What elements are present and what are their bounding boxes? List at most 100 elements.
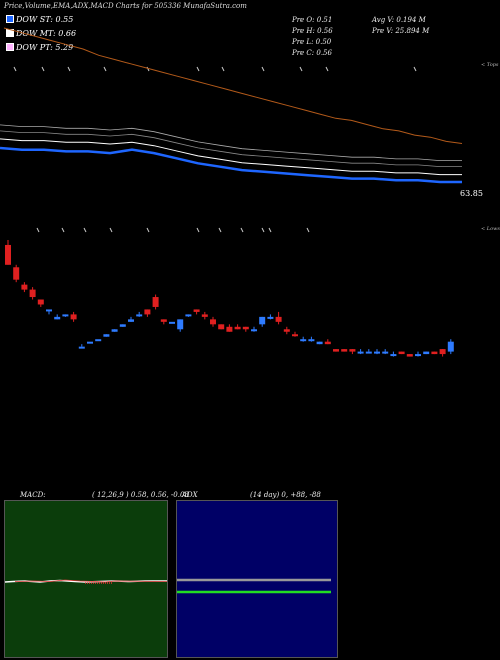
- candle-body: [119, 324, 126, 327]
- low-marker: [36, 227, 40, 233]
- ema-band-line: [0, 124, 462, 161]
- legend-label: DOW ST: 0.55: [16, 15, 74, 24]
- candle-body: [226, 326, 233, 332]
- candle-body: [267, 316, 274, 319]
- candle-body: [21, 284, 28, 290]
- dow-mt-line: [0, 138, 462, 176]
- candle-body: [169, 321, 175, 324]
- candle-body: [185, 314, 192, 317]
- top-marker: [299, 66, 303, 72]
- candle-body: [103, 334, 110, 337]
- legend-dow-st: DOW ST: 0.55: [6, 15, 73, 24]
- candle-body: [5, 244, 11, 265]
- candle-body: [259, 316, 266, 325]
- top-marker: [146, 66, 150, 72]
- prev-low: Pre L: 0.50: [292, 38, 332, 46]
- candle-body: [251, 329, 257, 332]
- tick-marks: [13, 66, 417, 233]
- candle-body: [242, 326, 249, 330]
- top-marker: [67, 66, 71, 72]
- top-marker: [261, 66, 265, 72]
- candle-body: [234, 326, 241, 330]
- macd-signal: [14, 579, 168, 583]
- candle-body: [423, 351, 430, 355]
- price-label: 63.85: [460, 189, 483, 198]
- low-marker: [109, 227, 113, 233]
- candle-body: [382, 351, 389, 354]
- top-marker: [413, 66, 417, 72]
- candle-body: [439, 349, 446, 355]
- candle-body: [275, 316, 282, 322]
- candle-body: [365, 351, 372, 354]
- legend-label: DOW PT: 5.29: [16, 43, 74, 52]
- candle-body: [201, 314, 208, 317]
- candles: [5, 240, 454, 357]
- candle-body: [78, 346, 85, 349]
- candle-body: [152, 297, 159, 307]
- macd-panel: [4, 500, 168, 658]
- candle-body: [357, 351, 364, 354]
- low-marker: [196, 227, 200, 233]
- candle-body: [37, 299, 44, 305]
- adx-title: ADX: [182, 491, 198, 499]
- candle-body: [374, 351, 380, 354]
- candle-body: [324, 341, 331, 345]
- ema-long-line: [3, 27, 463, 144]
- avg-volume: Avg V: 0.194 M: [372, 16, 426, 24]
- lows-tag: < Lows: [481, 226, 500, 232]
- prev-open: Pre O: 0.51: [292, 16, 333, 24]
- low-marker: [240, 227, 244, 233]
- candle-body: [210, 319, 216, 325]
- candle-body: [308, 339, 315, 342]
- candle-body: [54, 316, 61, 320]
- candle-body: [218, 324, 225, 330]
- candle-body: [177, 319, 184, 330]
- legend-swatch: [6, 43, 14, 51]
- candle-body: [349, 349, 356, 352]
- macd-title: MACD:: [20, 491, 46, 499]
- candle-body: [415, 354, 421, 357]
- low-marker: [146, 227, 150, 233]
- candle-body: [193, 309, 200, 312]
- top-marker: [13, 66, 17, 72]
- candle-body: [341, 349, 348, 352]
- pre-volume: Pre V: 25.894 M: [372, 27, 430, 35]
- top-marker: [221, 66, 225, 72]
- low-marker: [268, 227, 272, 233]
- candle-body: [160, 319, 167, 322]
- price-chart: [0, 27, 463, 357]
- candle-body: [333, 349, 339, 352]
- top-marker: [325, 66, 329, 72]
- legend-label: DOW MT: 0.66: [16, 29, 77, 38]
- candle-body: [283, 329, 290, 332]
- low-marker: [61, 227, 65, 233]
- candle-body: [46, 309, 52, 312]
- candle-body: [29, 289, 36, 298]
- tops-tag: < Tops: [481, 62, 499, 68]
- candle-body: [136, 314, 143, 317]
- low-marker: [83, 227, 87, 233]
- candle-body: [62, 314, 69, 317]
- low-marker: [306, 227, 310, 233]
- candle-body: [95, 339, 102, 342]
- candle-body: [144, 309, 151, 315]
- low-marker: [218, 227, 222, 233]
- candle-body: [13, 267, 20, 280]
- candle-body: [292, 334, 298, 337]
- adx-panel: [176, 500, 338, 658]
- dow-st-line: [0, 146, 462, 184]
- macd-params: ( 12,26,9 ) 0.58, 0.56, -0.03: [92, 491, 189, 499]
- candle-body: [406, 354, 413, 357]
- low-marker: [261, 227, 265, 233]
- chart-title: Price,Volume,EMA,ADX,MACD Charts for 505…: [4, 2, 247, 10]
- candle-body: [398, 351, 405, 355]
- top-marker: [196, 66, 200, 72]
- candle-body: [111, 329, 118, 332]
- prev-high: Pre H: 0.56: [292, 27, 333, 35]
- candle-body: [390, 354, 397, 357]
- adx-params: (14 day) 0, +88, -88: [250, 491, 321, 499]
- ema-band-line: [0, 130, 462, 167]
- candle-body: [300, 339, 307, 342]
- candle-body: [87, 341, 93, 344]
- top-marker: [103, 66, 107, 72]
